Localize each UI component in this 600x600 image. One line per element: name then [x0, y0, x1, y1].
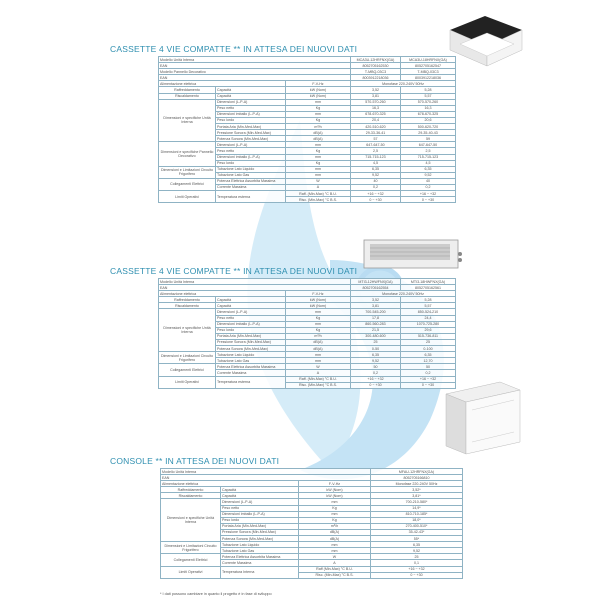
table-cell: Dimensioni e Limitazioni Circuito Frigor… [160, 541, 221, 555]
table-cell: Dimensioni e specifiche Unità Interna [158, 308, 216, 353]
table-cell: Limiti Operativi [158, 375, 216, 389]
table-cell: Collegamenti Elettrici [158, 177, 216, 192]
table-cell: Dimensioni e Limitazioni Circuito Frigor… [158, 165, 216, 179]
table-cell: Dimensioni e specifiche Pannello Decorat… [158, 141, 216, 167]
table-cell: Risc. (Min-Max) °C B.S. [298, 571, 371, 579]
table-cell: 0 ~ +30 [350, 196, 401, 204]
table-cell: Dimensioni e specifiche Unità Interna [158, 98, 216, 143]
cassette-unit-image [449, 16, 523, 67]
table-cell: Temperatura esterna [215, 375, 286, 389]
table-cell: 0 ~ +30 [350, 381, 401, 389]
table-row: Dimensioni e specifiche Unità Interna Dim… [158, 98, 456, 143]
table-row: Risc. (Min-Max) °C B.S. 0 ~ +30 0 ~ +30 [159, 381, 456, 389]
table-row: Dimensioni e specifiche Unità Interna Dim… [158, 308, 456, 353]
duct-unit-image [363, 239, 462, 269]
footnote: * I dati possono cambiare in quanto il p… [160, 592, 272, 596]
table-cell: Collegamenti Elettrici [158, 363, 216, 377]
table-row: Dimensioni e Limitazioni Circuito Frigor… [158, 165, 456, 179]
table-cell: Risc. (Min-Max) °C B.S. [285, 381, 351, 389]
console-unit-image [445, 381, 521, 455]
spec-table: Modello Unità Interna MTI3-12HWFNX(GA) MTI… [158, 277, 456, 389]
table-cell: Collegamenti Elettrici [160, 553, 221, 567]
table-row: Limiti Operativi Temperatura Interna Raff … [160, 565, 463, 579]
spec-table: Modello Unità Interna MCA3U-12HRFNX(GA) MC… [158, 55, 456, 204]
table-cell: Limiti Operativi [158, 190, 216, 204]
table-cell: Temperatura Interna [220, 565, 299, 579]
table-cell: 0 ~ +30 [400, 196, 456, 204]
table-cell: Dimensioni e specifiche Unità Interna [160, 498, 221, 543]
table-row: Riscaldamento Capacità kW (Nom) 3,81 5,57 [158, 92, 456, 100]
section-title: CASSETTE 4 VIE COMPATTE ** IN ATTESA DEI… [110, 266, 358, 276]
section-title: CONSOLE ** IN ATTESA DEI NUOVI DATI [110, 456, 280, 466]
table-cell: Risc. (Min-Max) °C B.S. [285, 196, 351, 204]
table-row: Risc. (Min-Max) °C B.S. 0 ~ +30 [161, 571, 463, 579]
table-row: Risc. (Min-Max) °C B.S. 0 ~ +30 0 ~ +30 [159, 196, 456, 204]
table-cell: 0 ~ +30 [370, 571, 463, 579]
table-cell: Dimensioni e Limitazioni Circuito Frigor… [158, 351, 216, 365]
table-cell: 0 ~ +30 [400, 381, 456, 389]
spec-table: Modello Unità Interna MFAU-12HRFNX(GA) EAN… [160, 467, 463, 579]
table-cell: Limiti Operativi [160, 565, 221, 579]
section-title: CASSETTE 4 VIE COMPATTE ** IN ATTESA DEI… [110, 44, 358, 54]
table-cell: Temperatura esterna [215, 190, 286, 204]
